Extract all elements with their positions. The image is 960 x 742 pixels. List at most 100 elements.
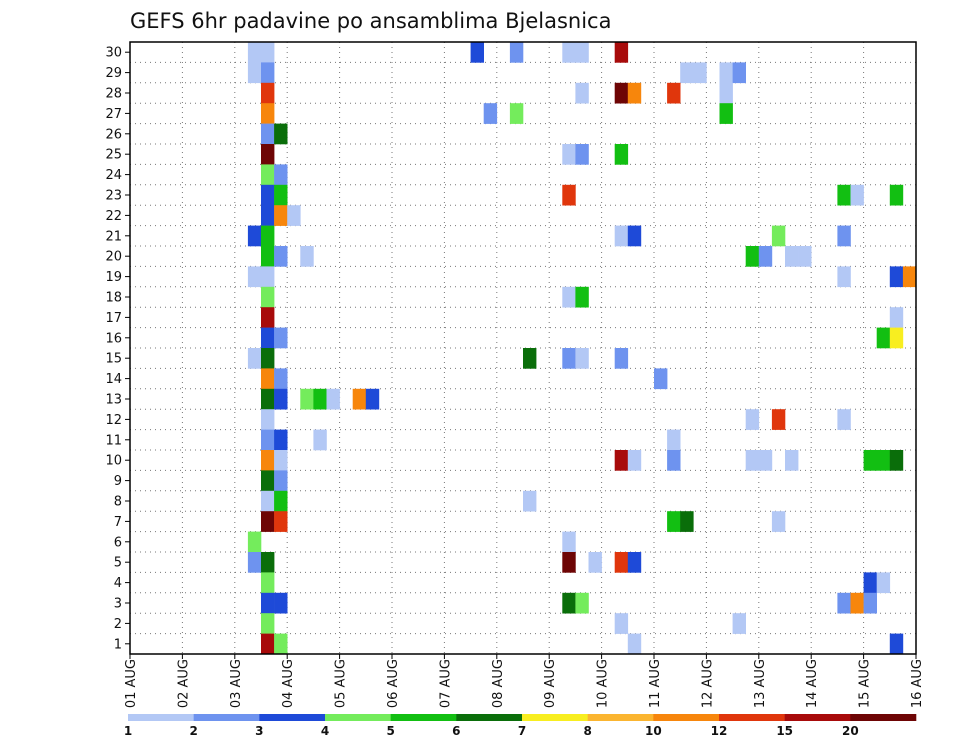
- y-tick-label: 13: [105, 393, 122, 408]
- data-cell: [837, 409, 851, 430]
- y-tick-label: 17: [105, 311, 122, 326]
- colorbar-label: 1: [124, 724, 132, 738]
- data-cell: [732, 613, 746, 634]
- data-cell: [274, 123, 288, 145]
- data-cell: [837, 225, 851, 247]
- y-tick-label: 18: [105, 291, 122, 306]
- data-cell: [837, 184, 851, 206]
- colorbar-label: 8: [583, 724, 591, 738]
- colorbar-label: 2: [189, 724, 197, 738]
- data-cell: [850, 184, 864, 206]
- data-cell: [261, 286, 275, 308]
- data-cell: [627, 82, 642, 104]
- data-cell: [562, 42, 576, 63]
- data-cell: [326, 388, 340, 410]
- data-cell: [627, 450, 642, 471]
- y-tick-label: 22: [105, 209, 122, 224]
- data-cell: [261, 348, 275, 369]
- data-cell: [261, 266, 275, 288]
- colorbar-label: 3: [255, 724, 263, 738]
- data-cell: [261, 144, 275, 165]
- x-tick-label: 15 AUG: [858, 659, 873, 708]
- colorbar-swatch: [193, 714, 260, 721]
- data-cell: [261, 490, 275, 512]
- data-cell: [274, 450, 288, 471]
- data-cell: [509, 42, 524, 63]
- data-cell: [261, 327, 275, 349]
- data-cell: [667, 82, 681, 104]
- data-cell: [889, 266, 904, 288]
- data-cell: [274, 511, 288, 532]
- y-tick-label: 9: [114, 474, 122, 489]
- data-cell: [261, 511, 275, 532]
- data-cell: [261, 368, 275, 390]
- colorbar-swatch: [784, 714, 851, 721]
- x-tick-label: 03 AUG: [229, 659, 244, 708]
- data-cell: [261, 42, 275, 63]
- data-cell: [614, 552, 629, 573]
- data-cell: [261, 388, 275, 410]
- y-axis: 1234567891011121314151617181920212223242…: [105, 46, 130, 652]
- data-cell: [523, 490, 537, 512]
- data-cell: [889, 450, 904, 471]
- colorbar-swatch: [587, 714, 654, 721]
- data-cell: [667, 450, 681, 471]
- data-cell: [274, 246, 288, 267]
- data-cell: [614, 144, 629, 165]
- plot-frame: [129, 41, 917, 655]
- data-cell: [261, 225, 275, 247]
- x-tick-label: 16 AUG: [910, 659, 925, 708]
- data-cell: [274, 205, 288, 226]
- data-cell: [889, 327, 904, 349]
- data-cell: [509, 103, 524, 124]
- data-cell: [261, 82, 275, 104]
- data-cell: [261, 613, 275, 634]
- data-cell: [261, 103, 275, 124]
- data-cell: [863, 592, 877, 614]
- x-axis: 01 AUG 02 AUG 03 AUG 04 AUG 05 AUG 06 AUG 07 A…: [124, 654, 925, 708]
- data-cell: [614, 450, 629, 471]
- data-cell: [693, 62, 707, 84]
- data-cell: [523, 348, 537, 369]
- data-cell: [575, 82, 589, 104]
- data-cell: [614, 348, 629, 369]
- x-tick-label: 11 AUG: [648, 659, 663, 708]
- data-cell: [863, 450, 877, 471]
- data-cell: [719, 82, 733, 104]
- data-cell: [863, 572, 877, 594]
- data-cell: [287, 205, 301, 226]
- data-cell: [837, 592, 851, 614]
- data-cell: [889, 307, 904, 328]
- y-tick-label: 23: [105, 189, 122, 204]
- y-tick-label: 1: [114, 637, 122, 652]
- data-cell: [667, 511, 681, 532]
- data-cell: [588, 552, 602, 573]
- data-cell: [352, 388, 367, 410]
- data-cell: [261, 409, 275, 430]
- data-cell: [483, 103, 498, 124]
- data-cell: [575, 286, 589, 308]
- data-cell: [261, 552, 275, 573]
- data-cell: [247, 62, 262, 84]
- data-cell: [261, 246, 275, 267]
- colorbar-swatch: [128, 714, 194, 721]
- data-cell: [261, 470, 275, 492]
- data-cell: [771, 225, 786, 247]
- data-cell: [575, 348, 589, 369]
- data-cell: [627, 225, 642, 247]
- y-tick-label: 6: [114, 535, 122, 550]
- data-cell: [614, 225, 629, 247]
- x-tick-label: 12 AUG: [700, 659, 715, 708]
- y-tick-label: 26: [105, 127, 122, 142]
- data-cell: [274, 164, 288, 186]
- colorbar-swatch: [390, 714, 457, 721]
- data-cell: [902, 266, 917, 288]
- data-cell: [300, 246, 314, 267]
- y-tick-label: 10: [105, 454, 122, 469]
- y-tick-label: 27: [105, 107, 122, 122]
- data-cell: [719, 62, 733, 84]
- x-tick-label: 04 AUG: [281, 659, 296, 708]
- data-cell: [889, 184, 904, 206]
- data-cell: [470, 42, 484, 63]
